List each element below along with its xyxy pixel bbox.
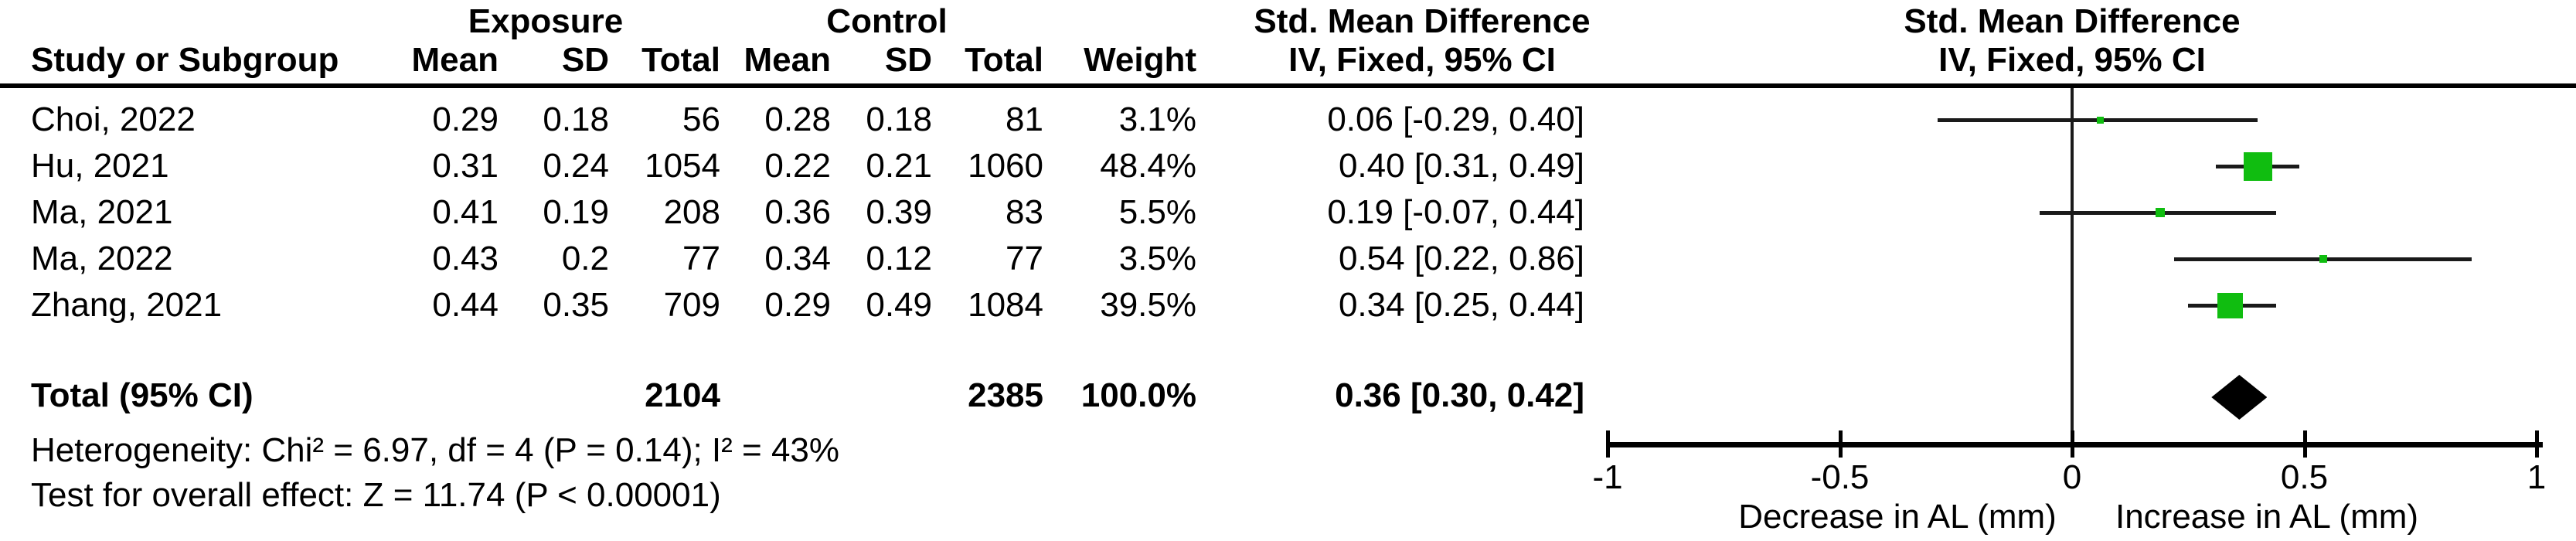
- weight-column-header: Weight: [1084, 41, 1196, 79]
- exp-sd-cell: 0.18: [543, 100, 609, 138]
- zero-reference-line: [2071, 88, 2074, 444]
- study-label: Zhang, 2021: [31, 286, 223, 324]
- x-axis-line: [1608, 442, 2543, 447]
- total-weight: 100.0%: [1080, 376, 1196, 414]
- ctl-sd-cell: 0.12: [866, 240, 932, 277]
- effect-square: [2243, 151, 2272, 181]
- exp-sd-cell: 0.2: [561, 240, 609, 277]
- ctl-mean-column-header: Mean: [744, 41, 831, 79]
- axis-tick: [2302, 430, 2307, 458]
- ctl-sd-column-header: SD: [884, 41, 932, 79]
- effect-square: [2319, 255, 2327, 263]
- exposure-group-header: Exposure: [468, 2, 624, 40]
- study-label: Ma, 2021: [31, 193, 173, 231]
- exp-mean-cell: 0.43: [432, 240, 499, 277]
- ctl-total-column-header: Total: [965, 41, 1043, 79]
- ctl-sd-cell: 0.39: [866, 193, 932, 231]
- control-group-header: Control: [826, 2, 948, 40]
- method-plot-header: IV, Fixed, 95% CI: [1938, 41, 2206, 79]
- effect-square: [2096, 116, 2104, 124]
- heterogeneity-text: Heterogeneity: Chi² = 6.97, df = 4 (P = …: [31, 431, 840, 469]
- axis-tick: [1606, 430, 1610, 458]
- axis-caption-left: Decrease in AL (mm): [1738, 498, 2057, 536]
- ctl-mean-cell: 0.34: [764, 240, 831, 277]
- exp-mean-column-header: Mean: [411, 41, 499, 79]
- exp-total-cell: 1054: [645, 147, 720, 185]
- overall-effect-text: Test for overall effect: Z = 11.74 (P < …: [31, 476, 721, 514]
- ci-text-cell: 0.06 [-0.29, 0.40]: [1327, 100, 1584, 138]
- ctl-total-cell: 83: [1006, 193, 1043, 231]
- weight-cell: 3.1%: [1118, 100, 1196, 138]
- study-label: Ma, 2022: [31, 240, 173, 277]
- ctl-sd-cell: 0.21: [866, 147, 932, 185]
- study-label: Choi, 2022: [31, 100, 196, 138]
- ctl-mean-cell: 0.29: [764, 286, 831, 324]
- total-ctl-total: 2385: [968, 376, 1043, 414]
- ctl-total-cell: 81: [1006, 100, 1043, 138]
- total-exp-total: 2104: [645, 376, 720, 414]
- weight-cell: 5.5%: [1118, 193, 1196, 231]
- exp-total-cell: 709: [663, 286, 720, 324]
- weight-cell: 3.5%: [1118, 240, 1196, 277]
- exp-total-column-header: Total: [641, 41, 720, 79]
- ctl-mean-cell: 0.22: [764, 147, 831, 185]
- exp-mean-cell: 0.29: [432, 100, 499, 138]
- exp-total-cell: 208: [663, 193, 720, 231]
- ctl-sd-cell: 0.49: [866, 286, 932, 324]
- exp-sd-cell: 0.19: [543, 193, 609, 231]
- ctl-total-cell: 77: [1006, 240, 1043, 277]
- exp-sd-column-header: SD: [561, 41, 609, 79]
- exp-sd-cell: 0.24: [543, 147, 609, 185]
- ctl-mean-cell: 0.28: [764, 100, 831, 138]
- weight-cell: 48.4%: [1100, 147, 1196, 185]
- exp-total-cell: 77: [682, 240, 720, 277]
- axis-tick-label: 0.5: [2280, 458, 2329, 496]
- axis-tick-label: 0: [2062, 458, 2082, 496]
- ci-text-cell: 0.54 [0.22, 0.86]: [1338, 240, 1584, 277]
- total-ci-text: 0.36 [0.30, 0.42]: [1335, 376, 1584, 414]
- header-divider: [0, 83, 2576, 88]
- total-label: Total (95% CI): [31, 376, 254, 414]
- smd-plot-header: Std. Mean Difference: [1904, 2, 2241, 40]
- axis-tick: [1838, 430, 1843, 458]
- axis-tick-label: -1: [1592, 458, 1623, 496]
- ctl-total-cell: 1060: [968, 147, 1043, 185]
- summary-diamond: [2211, 375, 2268, 420]
- ctl-sd-cell: 0.18: [866, 100, 932, 138]
- ci-text-cell: 0.40 [0.31, 0.49]: [1338, 147, 1584, 185]
- axis-tick-label: 1: [2527, 458, 2547, 496]
- ci-text-cell: 0.34 [0.25, 0.44]: [1338, 286, 1584, 324]
- axis-tick: [2071, 430, 2074, 458]
- weight-cell: 39.5%: [1100, 286, 1196, 324]
- ctl-total-cell: 1084: [968, 286, 1043, 324]
- axis-tick: [2535, 430, 2539, 458]
- effect-square: [2217, 292, 2243, 318]
- ci-text-cell: 0.19 [-0.07, 0.44]: [1327, 193, 1584, 231]
- study-column-header: Study or Subgroup: [31, 41, 339, 79]
- exp-total-cell: 56: [682, 100, 720, 138]
- ctl-mean-cell: 0.36: [764, 193, 831, 231]
- exp-sd-cell: 0.35: [543, 286, 609, 324]
- exp-mean-cell: 0.44: [432, 286, 499, 324]
- exp-mean-cell: 0.41: [432, 193, 499, 231]
- exp-mean-cell: 0.31: [432, 147, 499, 185]
- axis-tick-label: -0.5: [1810, 458, 1870, 496]
- smd-column-header: Std. Mean Difference: [1254, 2, 1591, 40]
- effect-square: [2156, 208, 2166, 217]
- axis-caption-right: Increase in AL (mm): [2115, 498, 2419, 536]
- method-column-header: IV, Fixed, 95% CI: [1288, 41, 1556, 79]
- study-label: Hu, 2021: [31, 147, 169, 185]
